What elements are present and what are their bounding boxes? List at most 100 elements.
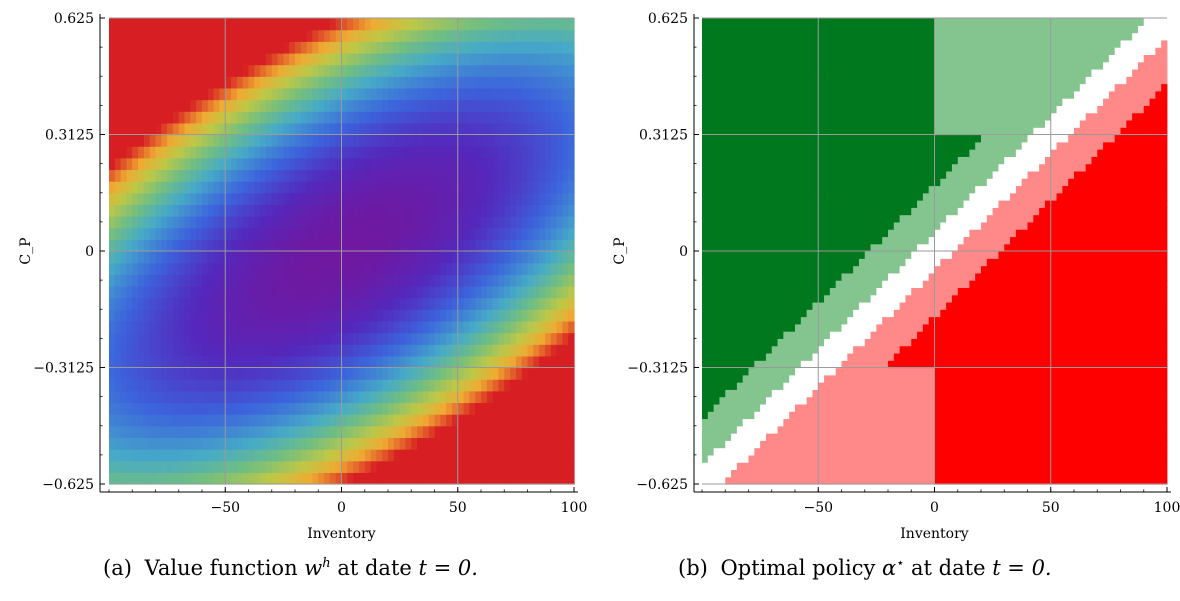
chart-a-cell [434,181,441,194]
chart-a-cell [411,379,418,392]
chart-a-cell [167,99,174,112]
chart-a-cell [277,262,284,275]
chart-a-cell [172,285,180,299]
chart-a-cell [289,157,296,171]
chart-a-cell [295,344,302,357]
chart-a-cell [341,192,348,205]
chart-a-cell [318,111,325,124]
chart-a-cell [126,355,133,369]
chart-a-cell [335,41,343,54]
chart-a-cell [475,239,482,252]
chart-a-cell [527,99,534,112]
chart-a-cell [236,251,244,264]
chart-b-region-cell [742,418,784,427]
chart-a-cell [539,367,546,380]
chart-a-cell [521,367,529,380]
chart-a-cell [521,379,529,392]
chart-a-cell [521,52,529,66]
chart-a-cell [411,146,418,159]
chart-a-cell [539,18,546,31]
chart-a-cell [271,297,279,310]
chart-a-cell [295,157,302,171]
chart-a-cell [167,122,174,136]
chart-b-region-cell [702,425,738,434]
chart-a-cell [138,425,145,438]
chart-a-cell [388,41,395,54]
chart-a-cell [120,111,128,124]
chart-a-cell [219,425,226,438]
chart-a-cell [184,239,191,252]
chart-a-cell [167,204,174,217]
chart-a-cell [120,216,128,229]
chart-a-cell [399,402,407,415]
chart-a-cell [242,192,250,205]
chart-a-cell [231,262,238,275]
chart-a-cell [254,390,261,404]
chart-a-cell [370,332,377,345]
chart-a-cell [318,64,325,77]
chart-a-cell [527,425,534,438]
chart-a-cell [114,449,122,462]
chart-a-cell [149,390,157,404]
chart-a-cell [446,192,453,205]
chart-b-region-cell [893,352,1168,361]
chart-a-cell [109,216,116,229]
chart-a-cell [202,309,209,322]
chart-a-cell [364,285,372,299]
chart-a-cell [335,134,343,147]
chart-a-cell [161,99,168,112]
chart-a-cell [126,402,133,415]
chart-a-cell [260,64,267,77]
chart-a-cell [544,460,552,473]
chart-a-cell [463,29,470,42]
chart-b-region-cell [882,316,930,325]
chart-a-cell [422,390,430,404]
chart-a-cell [289,472,296,485]
chart-a-cell [283,285,290,299]
chart-a-cell [388,227,395,240]
chart-b-region-cell [702,243,871,252]
chart-a-cell [504,320,511,334]
chart-a-cell [161,181,168,194]
chart-a-cell [190,390,197,404]
chart-a-cell [353,472,360,485]
chart-a-cell [254,157,261,171]
chart-a-cell [126,367,133,380]
chart-a-cell [190,157,197,171]
chart-a-cell [132,64,139,77]
chart-a-cell [143,425,151,438]
chart-a-cell [504,76,511,89]
chart-a-cell [161,122,168,136]
chart-a-cell [289,274,296,287]
chart-b-region-cell [1132,112,1168,121]
chart-a-cell [428,332,436,345]
chart-a-cell [446,146,453,159]
chart-a-cell [190,134,197,147]
chart-a-cell [277,402,284,415]
chart-a-cell [138,414,145,427]
chart-a-cell [353,379,360,392]
chart-a-cell [457,367,465,380]
chart-a-cell [202,87,209,101]
chart-a-cell [417,320,424,334]
chart-a-cell [411,367,418,380]
chart-b-region-cell [736,425,778,434]
chart-a-cell [469,320,476,334]
chart-a-cell [312,157,319,171]
chart-b-region-cell [992,170,1028,179]
chart-a-cell [213,309,221,322]
chart-a-cell [393,216,401,229]
chart-a-cell [341,18,348,31]
chart-a-cell [451,344,459,357]
chart-a-cell [283,344,290,357]
chart-a-cell [358,146,366,159]
chart-a-cell [434,204,441,217]
chart-b-region-cell [702,265,854,274]
chart-a-cell [324,99,331,112]
chart-a-cell [434,309,441,322]
chart-a-cell [405,41,412,54]
chart-a-cell [254,332,261,345]
chart-a-cell [207,181,215,194]
chart-b-region-cell [1143,54,1168,63]
chart-a-cell [202,285,209,299]
